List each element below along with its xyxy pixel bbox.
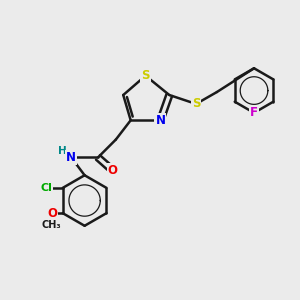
Text: H: H	[58, 146, 67, 157]
Text: Cl: Cl	[40, 183, 52, 193]
Text: S: S	[192, 98, 200, 110]
Text: F: F	[250, 106, 258, 119]
Text: N: N	[66, 151, 76, 164]
Text: N: N	[155, 114, 165, 127]
Text: S: S	[141, 69, 150, 82]
Text: O: O	[108, 164, 118, 177]
Text: O: O	[47, 207, 57, 220]
Text: CH₃: CH₃	[41, 220, 61, 230]
